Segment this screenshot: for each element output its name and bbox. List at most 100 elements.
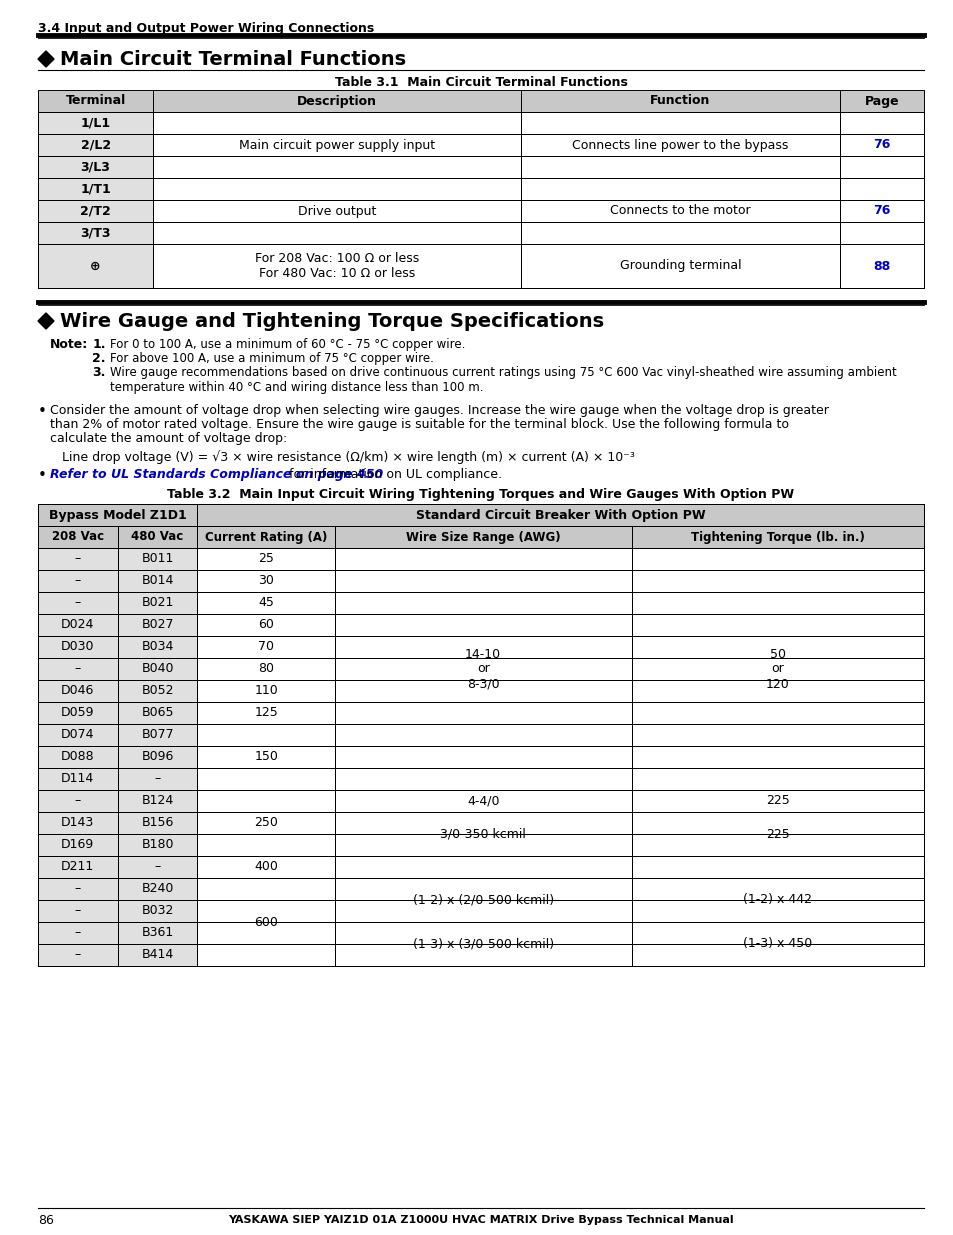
Bar: [631, 571, 923, 592]
Bar: [38, 746, 117, 768]
Text: B032: B032: [141, 904, 173, 918]
Bar: [335, 768, 631, 790]
Text: 76: 76: [872, 205, 890, 217]
Bar: [631, 746, 923, 768]
Bar: [38, 90, 153, 112]
Text: calculate the amount of voltage drop:: calculate the amount of voltage drop:: [50, 432, 287, 445]
Text: (1-3) x 450: (1-3) x 450: [742, 937, 812, 951]
Text: Note:: Note:: [50, 338, 89, 351]
Text: 150: 150: [253, 751, 277, 763]
Text: 3.: 3.: [92, 366, 106, 379]
Bar: [631, 592, 923, 614]
Text: 3.4 Input and Output Power Wiring Connections: 3.4 Input and Output Power Wiring Connec…: [38, 22, 374, 35]
Bar: [631, 923, 923, 944]
Bar: [117, 746, 197, 768]
Bar: [631, 790, 923, 811]
Bar: [38, 790, 117, 811]
Bar: [335, 680, 631, 701]
Text: B156: B156: [141, 816, 173, 830]
Bar: [117, 658, 197, 680]
Bar: [520, 178, 839, 245]
Bar: [153, 90, 520, 112]
Bar: [335, 834, 631, 856]
Bar: [335, 856, 631, 878]
Text: 2/L2: 2/L2: [80, 138, 111, 152]
Bar: [38, 592, 117, 614]
Bar: [153, 245, 520, 288]
Bar: [197, 856, 335, 878]
Bar: [335, 724, 631, 746]
Bar: [117, 856, 197, 878]
Bar: [839, 245, 923, 288]
Text: Wire Size Range (AWG): Wire Size Range (AWG): [405, 531, 560, 543]
Bar: [117, 900, 197, 923]
Bar: [38, 856, 117, 878]
Bar: [38, 571, 117, 592]
Text: 480 Vac: 480 Vac: [132, 531, 184, 543]
Text: D059: D059: [61, 706, 94, 720]
Bar: [335, 592, 631, 614]
Bar: [117, 614, 197, 636]
Text: •: •: [38, 404, 47, 419]
Bar: [631, 834, 923, 856]
Text: 80: 80: [258, 662, 274, 676]
Text: B011: B011: [141, 552, 173, 566]
Text: B052: B052: [141, 684, 173, 698]
Text: –: –: [154, 773, 160, 785]
Bar: [117, 680, 197, 701]
Bar: [38, 200, 153, 222]
Text: 88: 88: [872, 259, 889, 273]
Text: Tightening Torque (lb. in.): Tightening Torque (lb. in.): [690, 531, 863, 543]
Bar: [38, 811, 117, 834]
Bar: [38, 724, 117, 746]
Bar: [117, 923, 197, 944]
Text: Terminal: Terminal: [66, 95, 126, 107]
Bar: [38, 790, 117, 811]
Bar: [117, 614, 197, 636]
Bar: [839, 90, 923, 112]
Bar: [38, 636, 117, 658]
Text: Current Rating (A): Current Rating (A): [205, 531, 327, 543]
Text: than 2% of motor rated voltage. Ensure the wire gauge is suitable for the termin: than 2% of motor rated voltage. Ensure t…: [50, 417, 788, 431]
Bar: [117, 878, 197, 900]
Bar: [38, 156, 153, 178]
Bar: [38, 222, 153, 245]
Text: (1-2) x 442: (1-2) x 442: [742, 893, 811, 906]
Bar: [117, 724, 197, 746]
Text: Connects line power to the bypass: Connects line power to the bypass: [572, 138, 788, 152]
Bar: [38, 768, 117, 790]
Bar: [38, 112, 153, 135]
Bar: [335, 811, 631, 834]
Text: Wire gauge recommendations based on drive continuous current ratings using 75 °C: Wire gauge recommendations based on driv…: [110, 366, 896, 394]
Bar: [117, 701, 197, 724]
Bar: [631, 811, 923, 834]
Text: B034: B034: [141, 641, 173, 653]
Bar: [631, 878, 923, 900]
Bar: [117, 768, 197, 790]
Bar: [117, 680, 197, 701]
Bar: [38, 156, 153, 178]
Bar: [197, 680, 335, 701]
Bar: [335, 944, 631, 966]
Bar: [38, 811, 117, 834]
Text: –: –: [74, 883, 81, 895]
Text: Drive output: Drive output: [297, 205, 375, 217]
Text: B096: B096: [141, 751, 173, 763]
Text: B027: B027: [141, 619, 173, 631]
Text: 3/T3: 3/T3: [80, 226, 111, 240]
Text: Refer to UL Standards Compliance on page 450: Refer to UL Standards Compliance on page…: [50, 468, 383, 480]
Text: For 0 to 100 A, use a minimum of 60 °C - 75 °C copper wire.: For 0 to 100 A, use a minimum of 60 °C -…: [110, 338, 465, 351]
Text: B021: B021: [141, 597, 173, 610]
Bar: [117, 701, 197, 724]
Text: Consider the amount of voltage drop when selecting wire gauges. Increase the wir: Consider the amount of voltage drop when…: [50, 404, 828, 417]
Bar: [335, 900, 631, 923]
Text: ⊕: ⊕: [91, 259, 101, 273]
Text: 3/0-350 kcmil: 3/0-350 kcmil: [440, 827, 526, 841]
Bar: [117, 790, 197, 811]
Bar: [839, 112, 923, 178]
Bar: [197, 878, 335, 900]
Bar: [117, 834, 197, 856]
Bar: [117, 768, 197, 790]
Bar: [153, 156, 520, 178]
Bar: [117, 900, 197, 923]
